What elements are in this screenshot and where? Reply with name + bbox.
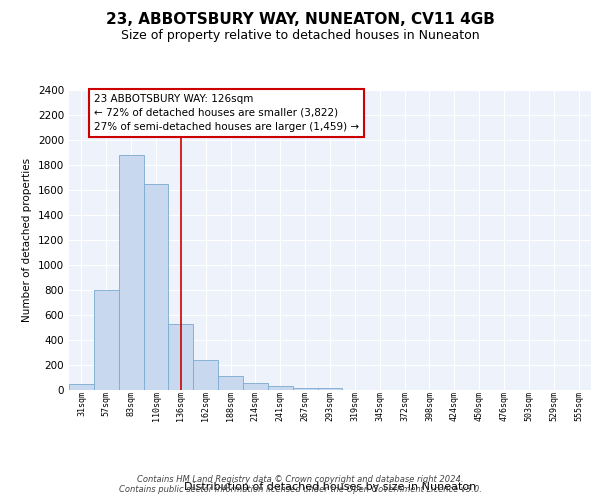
X-axis label: Distribution of detached houses by size in Nuneaton: Distribution of detached houses by size … bbox=[184, 482, 476, 492]
Text: Contains HM Land Registry data © Crown copyright and database right 2024.
Contai: Contains HM Land Registry data © Crown c… bbox=[119, 474, 481, 494]
Text: 23, ABBOTSBURY WAY, NUNEATON, CV11 4GB: 23, ABBOTSBURY WAY, NUNEATON, CV11 4GB bbox=[106, 12, 494, 28]
Bar bbox=[193, 360, 218, 390]
Text: Size of property relative to detached houses in Nuneaton: Size of property relative to detached ho… bbox=[121, 29, 479, 42]
Bar bbox=[293, 388, 317, 390]
Bar bbox=[143, 184, 169, 390]
Bar bbox=[169, 324, 193, 390]
Bar bbox=[317, 388, 343, 390]
Bar bbox=[94, 290, 119, 390]
Y-axis label: Number of detached properties: Number of detached properties bbox=[22, 158, 32, 322]
Text: 23 ABBOTSBURY WAY: 126sqm
← 72% of detached houses are smaller (3,822)
27% of se: 23 ABBOTSBURY WAY: 126sqm ← 72% of detac… bbox=[94, 94, 359, 132]
Bar bbox=[69, 384, 94, 390]
Bar bbox=[119, 155, 143, 390]
Bar bbox=[268, 386, 293, 390]
Bar bbox=[243, 383, 268, 390]
Bar bbox=[218, 376, 243, 390]
